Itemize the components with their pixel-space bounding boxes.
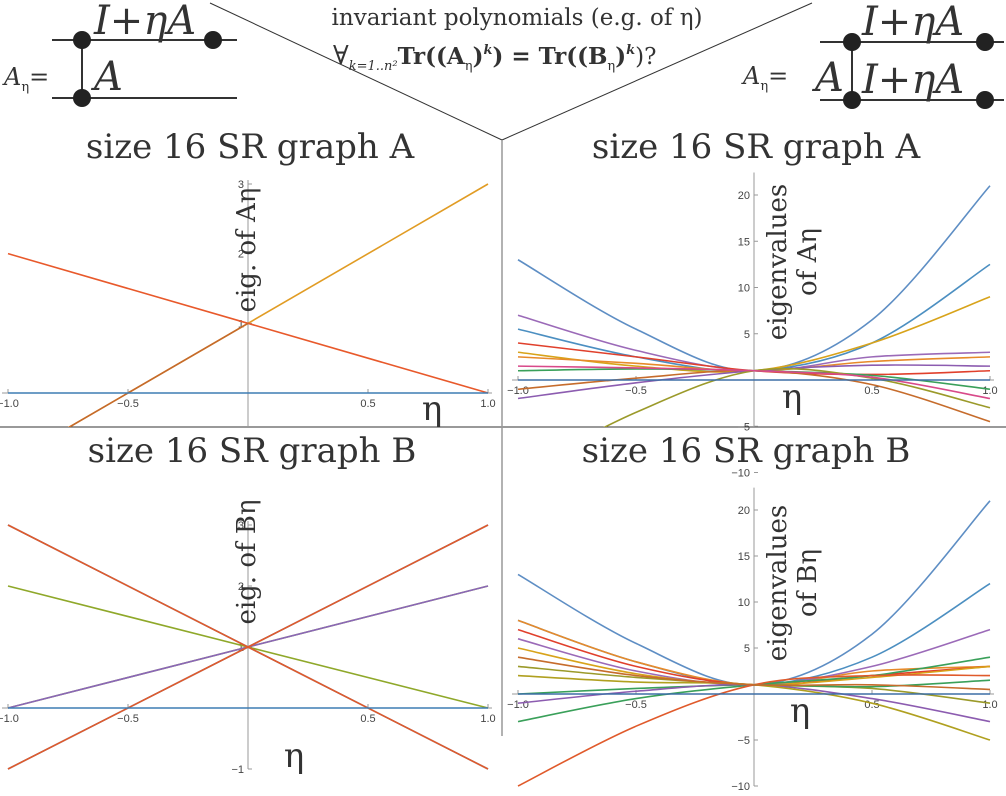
- y-tick-label: −5: [737, 735, 750, 747]
- x-tick-label: −0.5: [625, 385, 647, 397]
- x-axis-label: η: [284, 736, 304, 776]
- x-axis-label: η: [782, 377, 802, 417]
- y-tick-label: 10: [738, 597, 750, 609]
- y-tick-label: −10: [731, 468, 750, 480]
- x-tick-label: −1.0: [507, 385, 529, 397]
- node-dot: [843, 33, 861, 51]
- y-tick-label: 15: [738, 551, 750, 563]
- series-line: [517, 656, 991, 691]
- header-divider-left: [209, 2, 503, 141]
- x-tick-label: 1.0: [480, 713, 495, 725]
- y-tick-label: 5: [744, 329, 750, 341]
- header-line2: ∀k=1..n²Tr((Aη)k) = Tr((Bη)k)?: [333, 41, 656, 74]
- node-dot: [843, 91, 861, 109]
- x-tick-label: −1.0: [0, 398, 19, 410]
- y-axis-label: eig. of Aη: [232, 188, 262, 313]
- x-axis-label: η: [790, 691, 810, 731]
- y-axis-label: eigenvaluesof Aη: [763, 184, 823, 340]
- header-line1: invariant polynomials (e.g. of η): [332, 5, 703, 31]
- diagram-right: I+ηA A I+ηA Aη=: [741, 0, 1004, 109]
- x-tick-label: −0.5: [117, 398, 139, 410]
- series-line: [7, 524, 489, 770]
- y-tick-label: 5: [744, 643, 750, 655]
- x-tick-label: −0.5: [117, 713, 139, 725]
- diagram-right-top-label: I+ηA: [861, 0, 964, 45]
- y-tick-label: 10: [738, 283, 750, 295]
- chart-title: size 16 SR graph A: [86, 127, 415, 167]
- x-tick-label: 1.0: [982, 699, 997, 711]
- series-line: [517, 365, 991, 400]
- y-tick-label: 20: [738, 505, 750, 517]
- trace-a: Tr((A: [398, 43, 466, 70]
- chart-title: size 16 SR graph A: [592, 127, 921, 167]
- node-dot: [976, 91, 994, 109]
- y-tick-label: 2: [238, 249, 244, 261]
- y-tick-label: 20: [738, 190, 750, 202]
- x-tick-label: 1.0: [480, 398, 495, 410]
- y-tick-label: −5: [737, 421, 750, 433]
- diagram-left-bottom-label: A: [90, 54, 123, 100]
- x-tick-label: 0.5: [360, 713, 375, 725]
- y-tick-label: −10: [731, 781, 750, 793]
- header-divider-right: [501, 2, 813, 141]
- diagram-right-left-label: A: [811, 55, 844, 101]
- x-tick-label: −1.0: [0, 713, 19, 725]
- y-tick-label: 2: [238, 581, 244, 593]
- forall-symbol: ∀: [333, 41, 349, 71]
- node-dot: [73, 89, 91, 107]
- x-tick-label: 1.0: [982, 385, 997, 397]
- y-axis-label: eigenvaluesof Bη: [763, 505, 823, 661]
- node-dot: [976, 33, 994, 51]
- diagram-left: I+ηA A Aη=: [2, 0, 237, 107]
- y-axis-label: eig. of Bη: [232, 499, 262, 624]
- x-tick-label: 0.5: [864, 385, 879, 397]
- x-tick-label: 0.5: [360, 398, 375, 410]
- node-dot: [204, 31, 222, 49]
- node-dot: [73, 31, 91, 49]
- y-tick-label: 3: [238, 179, 244, 191]
- trace-b: ) = Tr((B: [492, 43, 607, 70]
- y-tick-label: −1: [231, 764, 244, 776]
- x-axis-label: η: [422, 389, 442, 429]
- y-tick-label: 3: [238, 520, 244, 532]
- x-tick-label: −1.0: [507, 699, 529, 711]
- y-tick-label: 15: [738, 236, 750, 248]
- diagram-right-bottom-label: I+ηA: [861, 57, 964, 103]
- chart-title: size 16 SR graph B: [88, 431, 417, 471]
- y-tick-label: 1: [238, 318, 244, 330]
- forall-subscript: k=1..n²: [349, 59, 398, 74]
- diagram-left-top-label: I+ηA: [93, 0, 196, 44]
- chart-a-large: −1.0 −0.5 0.5 1.0 −10 −5 5 10 15 20 eigenvaluesof …: [507, 172, 998, 480]
- diagram-right-lhs: Aη=: [741, 62, 788, 94]
- chart-title: size 16 SR graph B: [582, 431, 911, 471]
- diagram-left-lhs: Aη=: [2, 63, 49, 95]
- x-tick-label: −0.5: [625, 699, 647, 711]
